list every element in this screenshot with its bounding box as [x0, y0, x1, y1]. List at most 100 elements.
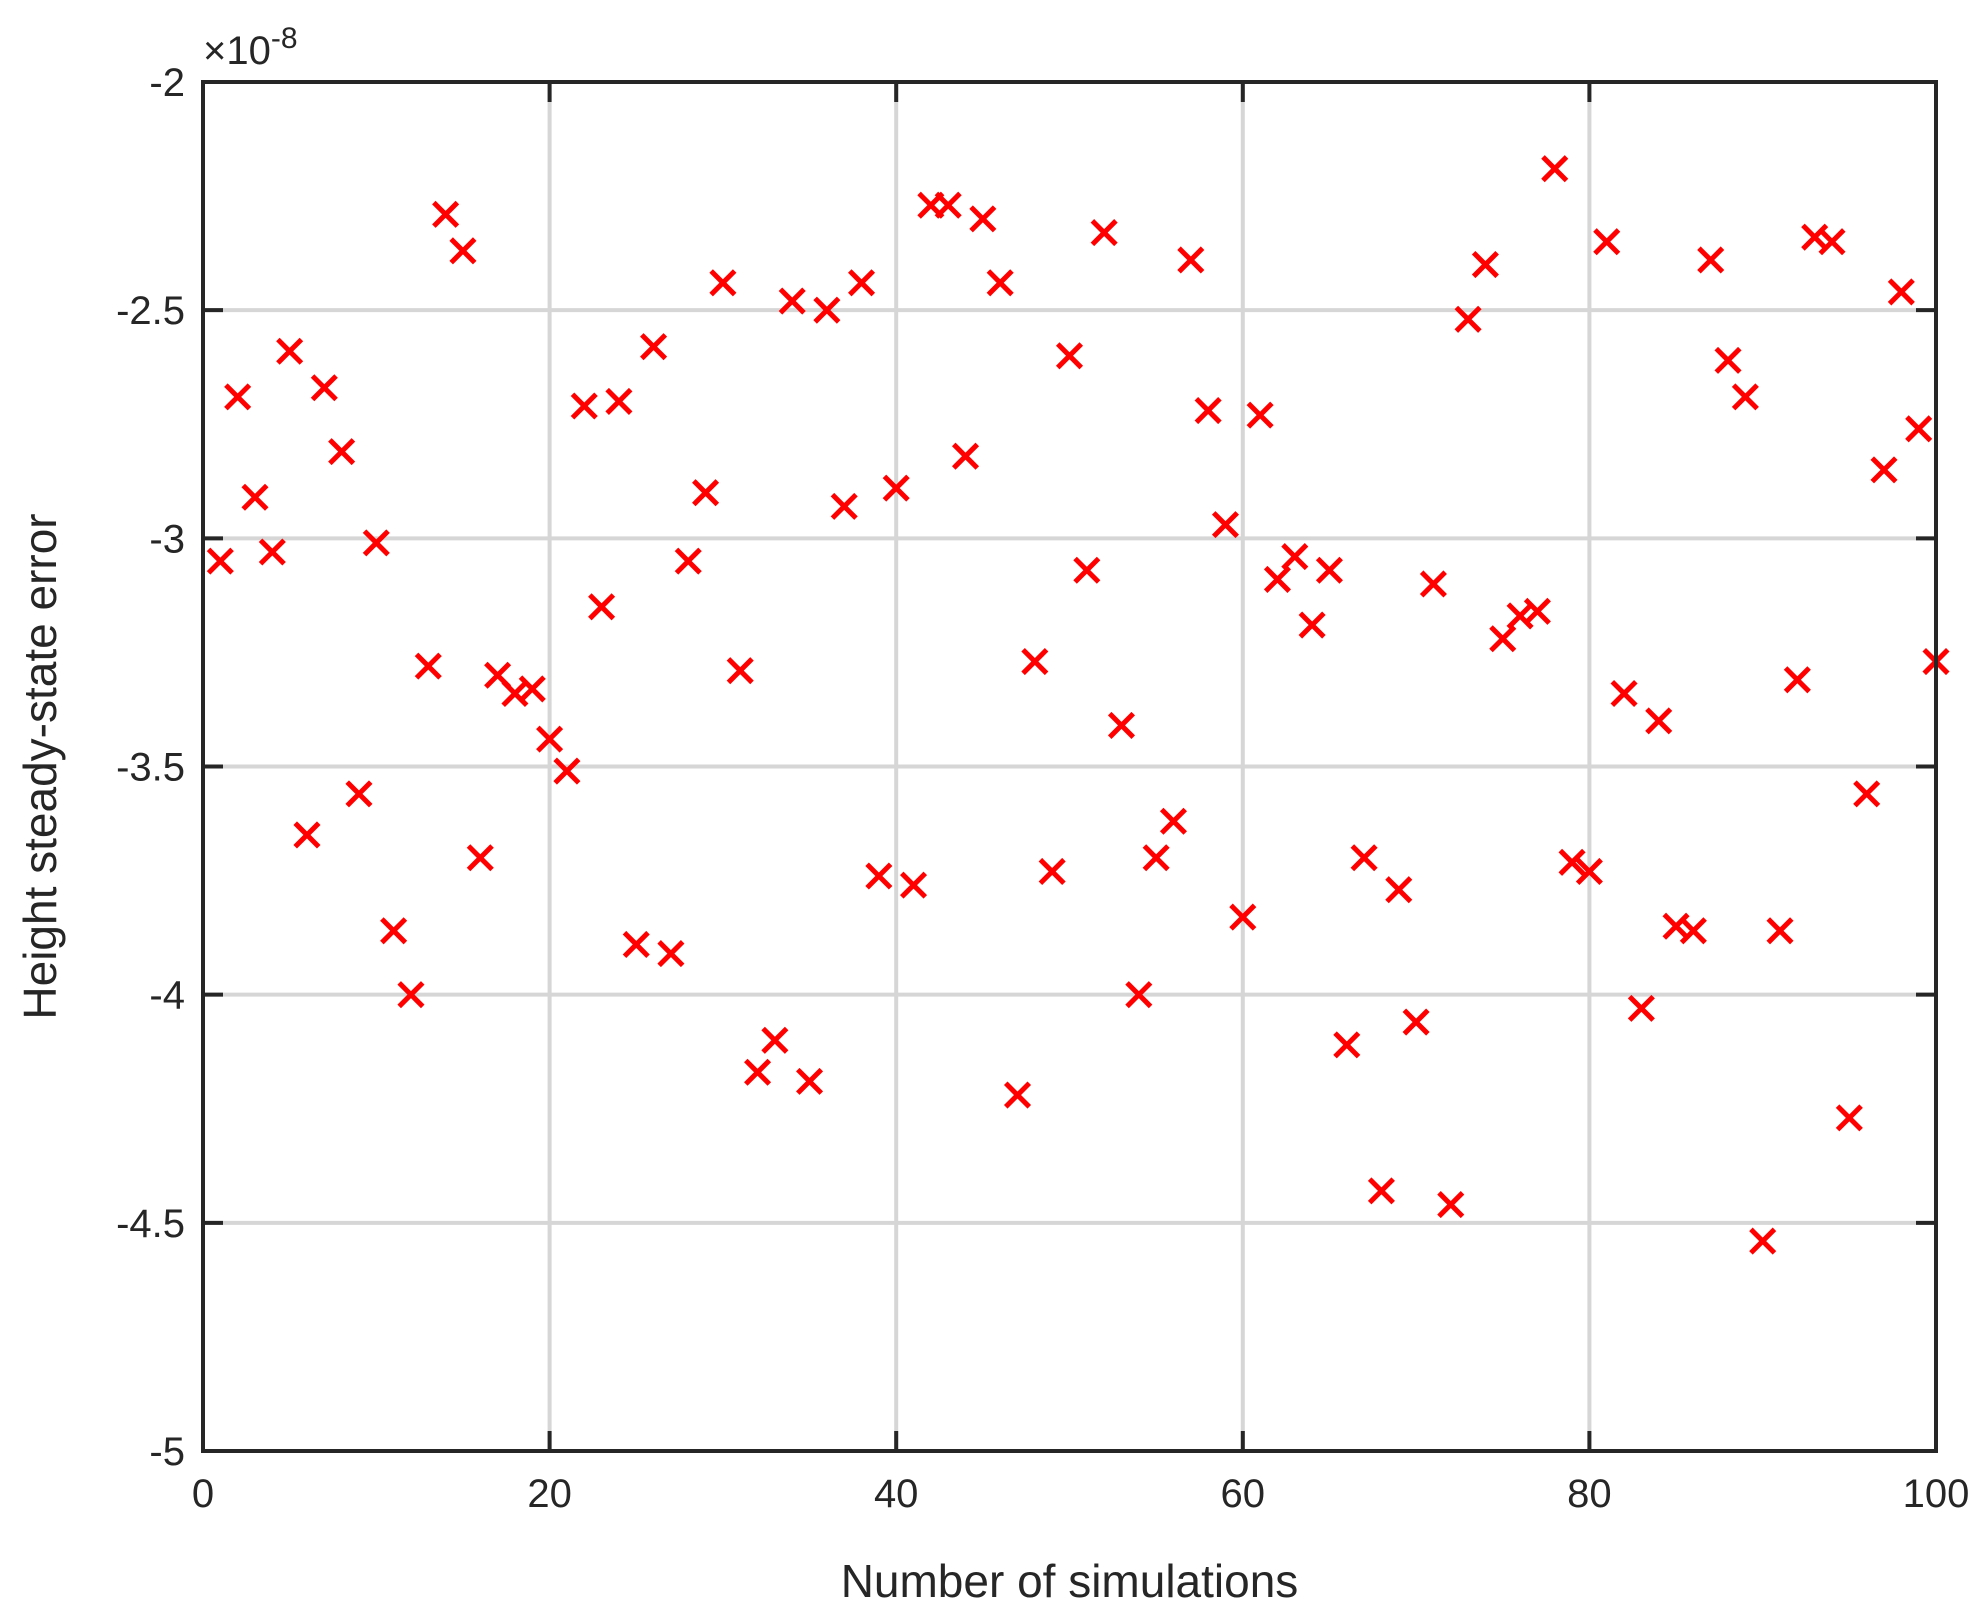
data-point-stroke	[1627, 994, 1655, 1022]
data-point	[1766, 917, 1794, 945]
data-point	[1558, 848, 1586, 876]
data-point-stroke	[1229, 903, 1257, 931]
data-point	[1749, 1227, 1777, 1255]
data-point-stroke	[917, 191, 945, 219]
data-point-stroke	[761, 1026, 789, 1054]
data-point-stroke	[1281, 543, 1309, 571]
data-point-stroke	[1853, 780, 1881, 808]
data-point	[1575, 857, 1603, 885]
y-tick-label: -2.5	[116, 289, 185, 333]
data-point	[1454, 305, 1482, 333]
data-point	[830, 492, 858, 520]
data-point-stroke	[241, 483, 269, 511]
data-point	[1645, 707, 1673, 735]
data-point-stroke	[466, 844, 494, 872]
y-tick-label: -5	[149, 1430, 185, 1474]
data-point	[1697, 246, 1725, 274]
data-point-stroke	[1887, 278, 1915, 306]
data-point-stroke	[501, 679, 529, 708]
data-point	[640, 333, 668, 361]
data-point-stroke	[1021, 648, 1049, 676]
data-point-stroke	[709, 269, 737, 297]
data-point-stroke	[744, 1058, 772, 1086]
data-point-stroke	[1645, 707, 1673, 735]
data-point-stroke	[362, 529, 390, 557]
data-point	[414, 652, 442, 680]
data-point	[310, 374, 338, 402]
data-point-stroke	[951, 442, 980, 470]
y-tick-label: -4.5	[116, 1202, 185, 1246]
data-point	[1177, 246, 1205, 274]
data-point-stroke	[432, 200, 460, 228]
data-point-stroke	[622, 930, 650, 959]
data-point-stroke	[726, 657, 754, 685]
x-tick-labels: 0 20 40 60 80 100	[192, 1472, 1970, 1516]
data-point	[796, 1067, 824, 1095]
data-point	[553, 757, 581, 785]
data-point-stroke	[1402, 1008, 1430, 1036]
data-point	[432, 200, 460, 228]
data-point	[328, 438, 356, 466]
data-point	[951, 442, 980, 470]
data-point-stroke	[882, 474, 910, 502]
data-point-stroke	[986, 269, 1014, 297]
data-point	[1731, 383, 1759, 411]
data-point-stroke	[1558, 848, 1586, 876]
data-point-stroke	[1367, 1177, 1395, 1205]
data-point-stroke	[1159, 807, 1188, 835]
data-point-stroke	[1107, 711, 1136, 739]
data-point-stroke	[380, 917, 408, 945]
data-point	[241, 483, 269, 511]
y-axis-multiplier-base: ×10	[203, 29, 271, 73]
data-point	[1627, 994, 1655, 1022]
data-point	[917, 191, 945, 219]
data-point	[276, 337, 304, 365]
data-point	[744, 1058, 772, 1086]
y-axis-title: Height steady-state error	[14, 513, 66, 1019]
data-point	[1159, 807, 1188, 835]
data-point	[969, 205, 997, 233]
data-point	[1679, 917, 1707, 945]
data-point	[380, 917, 408, 945]
data-point-stroke	[1211, 511, 1240, 539]
data-point	[1523, 597, 1551, 625]
data-point-stroke	[1818, 228, 1846, 256]
data-point	[692, 479, 720, 507]
data-point-stroke	[1905, 415, 1933, 443]
data-point-stroke	[1003, 1081, 1032, 1109]
data-point	[899, 871, 928, 899]
data-point-stroke	[414, 652, 442, 680]
data-point-stroke	[934, 191, 962, 219]
data-point	[622, 930, 650, 959]
data-point	[1489, 625, 1517, 653]
data-point-stroke	[1333, 1031, 1361, 1059]
data-point	[605, 387, 633, 415]
data-point	[657, 940, 685, 968]
data-point-stroke	[657, 940, 685, 968]
data-point	[1142, 844, 1170, 872]
data-point-stroke	[293, 821, 321, 849]
data-point	[397, 981, 425, 1009]
data-point	[1263, 565, 1291, 593]
data-point-stroke	[1731, 383, 1759, 411]
data-point	[1471, 250, 1499, 279]
data-point	[1211, 511, 1240, 539]
data-point-stroke	[1541, 155, 1569, 183]
data-point-stroke	[692, 479, 720, 507]
plot-area-frame	[201, 80, 1938, 1453]
data-point	[518, 675, 546, 703]
x-tick-label: 60	[1221, 1472, 1266, 1516]
data-point	[1038, 857, 1066, 885]
data-point-stroke	[1697, 246, 1725, 274]
x-tick-label: 100	[1903, 1472, 1970, 1516]
x-axis-title: Number of simulations	[841, 1555, 1299, 1607]
data-point-stroke	[224, 383, 252, 411]
data-point-stroke	[796, 1067, 824, 1095]
data-point	[848, 269, 876, 297]
data-point	[362, 529, 390, 557]
data-point	[224, 383, 252, 411]
y-tick-labels: -5 -4.5 -4 -3.5 -3 -2.5 -2	[116, 61, 185, 1474]
data-point-stroke	[553, 757, 581, 785]
data-point-stroke	[1090, 219, 1118, 247]
